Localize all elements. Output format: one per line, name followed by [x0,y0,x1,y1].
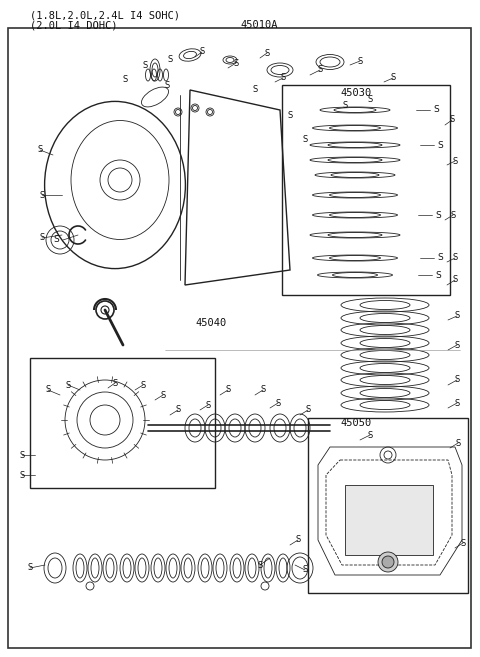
Text: S: S [168,55,173,64]
Text: S: S [456,438,461,447]
Text: S: S [455,340,460,350]
Text: S: S [288,110,293,120]
Circle shape [378,552,398,572]
Text: S: S [27,564,33,572]
Text: S: S [358,57,362,66]
Text: S: S [390,74,396,83]
Bar [282,85,450,295]
Text: S: S [317,66,323,74]
Text: S: S [460,539,466,547]
Text: 45050: 45050 [340,418,371,428]
Text: S: S [143,60,148,70]
Circle shape [382,556,394,568]
Text: S: S [257,560,263,570]
Text: S: S [160,390,166,399]
Text: S: S [437,254,443,263]
Text: S: S [437,141,443,150]
Bar [30,358,215,488]
Text: S: S [367,95,372,104]
Text: S: S [302,135,308,145]
Text: S: S [455,399,460,407]
Text: S: S [37,145,43,154]
Text: S: S [450,210,456,219]
Text: S: S [65,380,71,390]
Text: S: S [435,271,441,279]
Text: S: S [252,85,258,95]
Text: S: S [449,116,455,124]
Text: (1.8L,2.0L,2.4L I4 SOHC): (1.8L,2.0L,2.4L I4 SOHC) [30,10,180,20]
Text: S: S [205,401,211,409]
Text: (2.0L I4 DOHC): (2.0L I4 DOHC) [30,20,118,30]
Text: S: S [19,470,24,480]
Text: 45040: 45040 [195,318,226,328]
Text: S: S [164,81,169,89]
Text: S: S [276,399,281,407]
Text: S: S [19,451,24,459]
Text: S: S [122,76,128,85]
Text: S: S [199,47,204,57]
Text: 45030: 45030 [340,88,371,98]
Text: S: S [260,386,265,394]
Text: S: S [452,254,457,263]
Text: S: S [433,106,439,114]
Bar [345,485,433,555]
Text: S: S [455,376,460,384]
Bar [308,418,468,593]
Text: S: S [342,101,348,110]
Text: S: S [140,380,145,390]
Text: S: S [452,156,457,166]
Text: S: S [455,311,460,321]
Text: S: S [452,275,457,284]
Text: S: S [280,74,286,83]
Text: 45010A: 45010A [240,20,277,30]
Text: S: S [39,191,45,200]
Text: S: S [46,386,50,394]
Text: S: S [233,58,239,68]
Text: S: S [175,405,180,415]
Text: S: S [226,386,230,394]
Text: S: S [302,566,308,574]
Text: S: S [112,378,118,388]
Text: S: S [435,210,441,219]
Text: S: S [295,535,300,545]
Text: S: S [39,233,45,242]
Text: S: S [367,430,372,440]
Text: S: S [53,235,59,244]
Text: S: S [305,405,311,415]
Text: S: S [264,49,270,58]
